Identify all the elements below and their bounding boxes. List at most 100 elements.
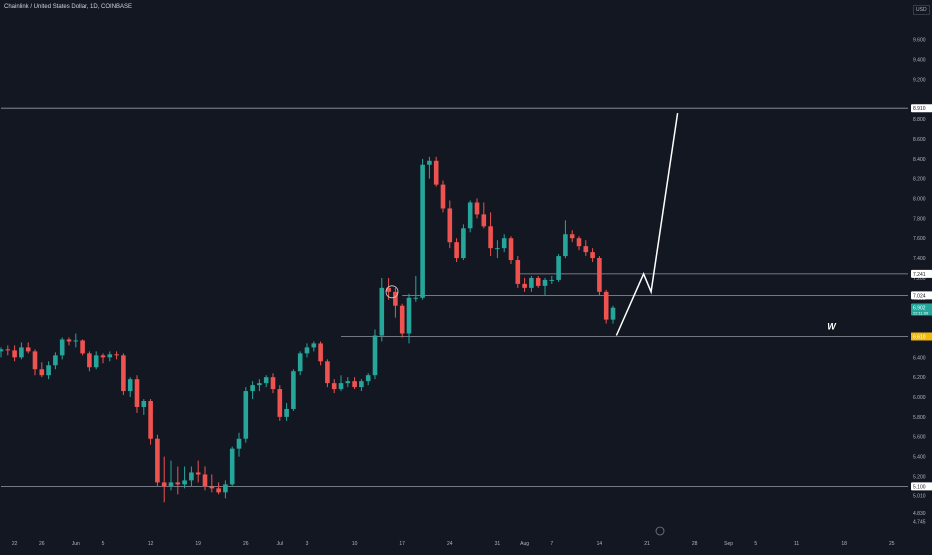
candle-body: [454, 242, 459, 259]
candle-body: [80, 340, 85, 354]
candle-body: [161, 482, 167, 487]
x-tick-label: 31: [495, 541, 501, 547]
candle-body: [291, 371, 296, 409]
candle-body: [352, 381, 357, 388]
y-tick-label: 7.800: [913, 216, 926, 222]
current-price-text: 6.902: [913, 306, 926, 312]
x-tick-label: 5: [754, 541, 757, 547]
y-tick-label: 5.200: [913, 474, 926, 480]
x-tick-label: 14: [597, 541, 603, 547]
current-price-tag: [911, 332, 932, 341]
candle-body: [284, 408, 289, 417]
y-tick-label: 8.600: [913, 137, 926, 143]
x-tick-label: 25: [889, 541, 895, 547]
x-tick-label: 28: [692, 541, 698, 547]
marker-circle: [385, 285, 399, 299]
countdown-text: 22:11:09: [913, 311, 929, 316]
y-tick-label: 9.200: [913, 77, 926, 83]
y-tick-label: 9.600: [913, 38, 926, 44]
candle-body: [87, 353, 92, 368]
x-tick-label: 18: [841, 541, 847, 547]
candle-body: [195, 472, 201, 475]
currency-button[interactable]: USD: [913, 5, 930, 15]
x-tick-label: Jun: [72, 541, 80, 547]
candle-body: [236, 438, 242, 449]
x-tick-label: 26: [39, 541, 45, 547]
candle-body: [590, 252, 595, 259]
candle-body: [529, 277, 534, 288]
candle-body: [277, 389, 283, 417]
candle-body: [556, 256, 561, 280]
y-tick-label: 9.400: [913, 58, 926, 64]
candle-body: [250, 385, 255, 392]
candle-body: [93, 355, 99, 368]
level-price-tag: [911, 482, 932, 491]
candle-body: [189, 472, 194, 481]
candle-body: [563, 234, 568, 257]
candle-body: [597, 258, 602, 292]
candle-body: [433, 160, 439, 185]
y-tick-label: 5.600: [913, 435, 926, 441]
x-tick-label: 11: [794, 541, 799, 547]
y-tick-label: 7.400: [913, 256, 926, 262]
candle-body: [359, 381, 364, 388]
level-price-text: 5.100: [913, 484, 926, 490]
candle-body: [53, 355, 58, 366]
level-price-tag: [911, 104, 932, 113]
candle-body: [522, 283, 527, 288]
candle-body: [155, 438, 160, 483]
candle-body: [467, 202, 473, 229]
candle-body: [393, 291, 398, 306]
candle-body: [46, 365, 51, 376]
candle-body: [209, 486, 215, 489]
x-tick-label: Sep: [724, 541, 733, 547]
candle-body: [141, 401, 147, 407]
y-tick-label: 5.400: [913, 455, 926, 461]
candle-body: [379, 287, 385, 336]
y-tick-label: 6.400: [913, 355, 926, 361]
y-tick-label: 7.600: [913, 236, 926, 242]
candle-body: [481, 214, 487, 227]
candle-body: [263, 377, 269, 384]
candle-body: [569, 234, 575, 239]
candle-body: [223, 484, 228, 493]
candle-body: [114, 354, 119, 356]
x-tick-label: Jul: [277, 541, 283, 547]
candle-body: [583, 246, 589, 253]
event-icon[interactable]: [655, 526, 665, 536]
candle-body: [32, 351, 38, 370]
candle-body: [73, 340, 79, 342]
candle-body: [576, 238, 582, 247]
candle-body: [0, 349, 4, 352]
candle-body: [25, 347, 31, 352]
candle-body: [427, 160, 432, 165]
level-price-text: 8.910: [913, 106, 926, 112]
candle-body: [134, 379, 140, 407]
candle-body: [447, 208, 453, 243]
candle-body: [386, 287, 391, 292]
candle-body: [488, 226, 493, 249]
candle-body: [515, 260, 521, 284]
candle-body: [399, 305, 405, 334]
candle-body: [229, 448, 235, 485]
x-tick-label: 3: [306, 541, 309, 547]
candle-body: [202, 474, 208, 487]
candle-body: [508, 238, 514, 261]
candle-body: [107, 354, 113, 358]
candle-body: [610, 307, 616, 320]
x-tick-label: 17: [399, 541, 405, 547]
level-price-text: 7.024: [913, 293, 926, 299]
y-tick-label: 8.400: [913, 157, 926, 163]
candle-body: [297, 353, 303, 372]
projection-path-line[interactable]: [615, 113, 679, 336]
current-price-tag: [911, 303, 932, 316]
current-price-text: 6.610: [913, 334, 926, 340]
candle-body: [420, 164, 425, 298]
candle-body: [270, 377, 276, 390]
level-price-tag: [911, 291, 932, 300]
candle-body: [474, 202, 480, 215]
x-tick-label: 12: [148, 541, 154, 547]
y-tick-label: 6.200: [913, 375, 926, 381]
chart-title: Chainlink / United States Dollar, 1D, CO…: [4, 4, 133, 10]
